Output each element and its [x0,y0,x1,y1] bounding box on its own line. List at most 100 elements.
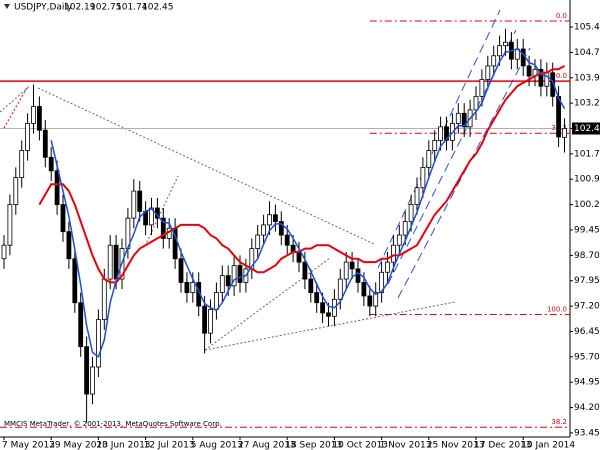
candle-body [7,204,13,246]
candle-body [426,150,432,168]
candle-body [308,278,314,293]
candle-body [107,244,113,280]
candle-body [90,366,95,395]
y-tick-label: 102.45 [574,124,600,134]
candle-body [538,68,544,87]
candle-body [562,128,567,138]
x-tick-label: 29 May 2013 [49,441,108,450]
candle-body [237,265,243,283]
candle-body [60,204,66,233]
y-tick-label: 100.95 [574,175,600,185]
y-tick-label: 101.70 [574,149,600,159]
candle-body [137,190,143,212]
candle-body [390,244,396,263]
trend-line [144,175,179,247]
x-tick-label: 25 Nov 2013 [427,441,485,450]
candle-body [485,65,491,80]
candle-body [556,95,561,138]
candle-body [361,282,367,297]
level-label: 100.0 [547,306,567,314]
candle-body [414,187,420,206]
candle-body [367,295,373,307]
x-tick-label: 7 May 2013 [2,441,55,450]
candle-body [503,41,508,47]
candle-body [184,282,190,293]
candle-body [544,72,550,87]
y-tick-label: 96.45 [574,327,600,337]
header-high: 102.75 [90,3,122,13]
candle-body [190,282,196,293]
candle-body [302,261,308,280]
overlay-line [50,48,566,359]
candle-body [455,112,461,124]
y-tick-label: 99.45 [574,225,600,235]
candle-body [408,204,414,222]
candle-body [550,72,556,97]
candle-body [520,48,526,67]
candle-body [272,214,278,222]
x-tick-label: 10 Jan 2014 [521,441,575,450]
candle-body [48,156,54,172]
candle-body [278,221,284,236]
candle-body [202,305,208,334]
candle-body [438,126,444,141]
header-close: 102.45 [142,3,174,13]
y-tick-label: 97.95 [574,276,600,286]
y-tick-label: 103.20 [574,99,600,109]
candle-body [355,268,361,283]
candle-body [261,224,267,236]
candle-body [396,234,402,246]
candle-body [54,170,60,206]
candle-body [37,106,42,131]
trend-line [3,85,29,129]
level-label: 0.0 [556,72,567,80]
y-tick-label: 103.95 [574,73,600,83]
y-tick-label: 94.20 [574,403,600,413]
level-label: 38.2 [551,418,567,426]
candle-body [497,45,503,57]
candle-body [208,309,213,334]
y-tick-label: 93.45 [574,428,600,438]
x-tick-label: 27 Aug 2013 [238,441,296,450]
watermark: MMCIS MetaTrader, © 2001-2013, MetaQuote… [4,420,222,428]
candle-body [13,177,19,206]
candle-body [343,261,349,280]
trend-line [204,257,331,351]
level-label: 0.0 [556,12,567,20]
candle-body [326,312,331,317]
candle-body [19,150,25,178]
candle-body [267,214,272,226]
candle-body [491,55,497,67]
x-tick-label: 18 Sep 2013 [285,441,342,450]
x-tick-label: 10 Oct 2013 [332,441,388,450]
symbol: USDJPY,Daily [14,3,73,13]
candle-body [320,302,326,314]
candle-body [78,302,84,348]
header-low: 101.74 [116,3,148,13]
candle-body [526,65,532,77]
candle-body [213,292,219,310]
candle-body [290,244,296,253]
candle-body [225,275,231,287]
trend-line [37,87,375,245]
candle-body [479,79,485,97]
candle-body [31,106,36,124]
candle-body [379,271,385,293]
x-tick-label: 20 Jun 2013 [96,441,150,450]
candle-body [402,221,408,236]
candle-body [72,258,78,304]
candle-body [25,123,31,151]
x-tick-label: 5 Aug 2013 [191,441,243,450]
candle-body [66,231,72,260]
y-tick-label: 97.20 [574,302,600,312]
symbol-icon [4,4,10,9]
y-tick-label: 104.70 [574,48,600,58]
candle-body [473,95,479,111]
candle-body [385,261,390,273]
candle-body [337,278,343,300]
y-tick-label: 105.45 [574,23,600,33]
candle-body [373,292,379,307]
y-tick-label: 95.70 [574,352,600,362]
candle-body [284,234,290,246]
